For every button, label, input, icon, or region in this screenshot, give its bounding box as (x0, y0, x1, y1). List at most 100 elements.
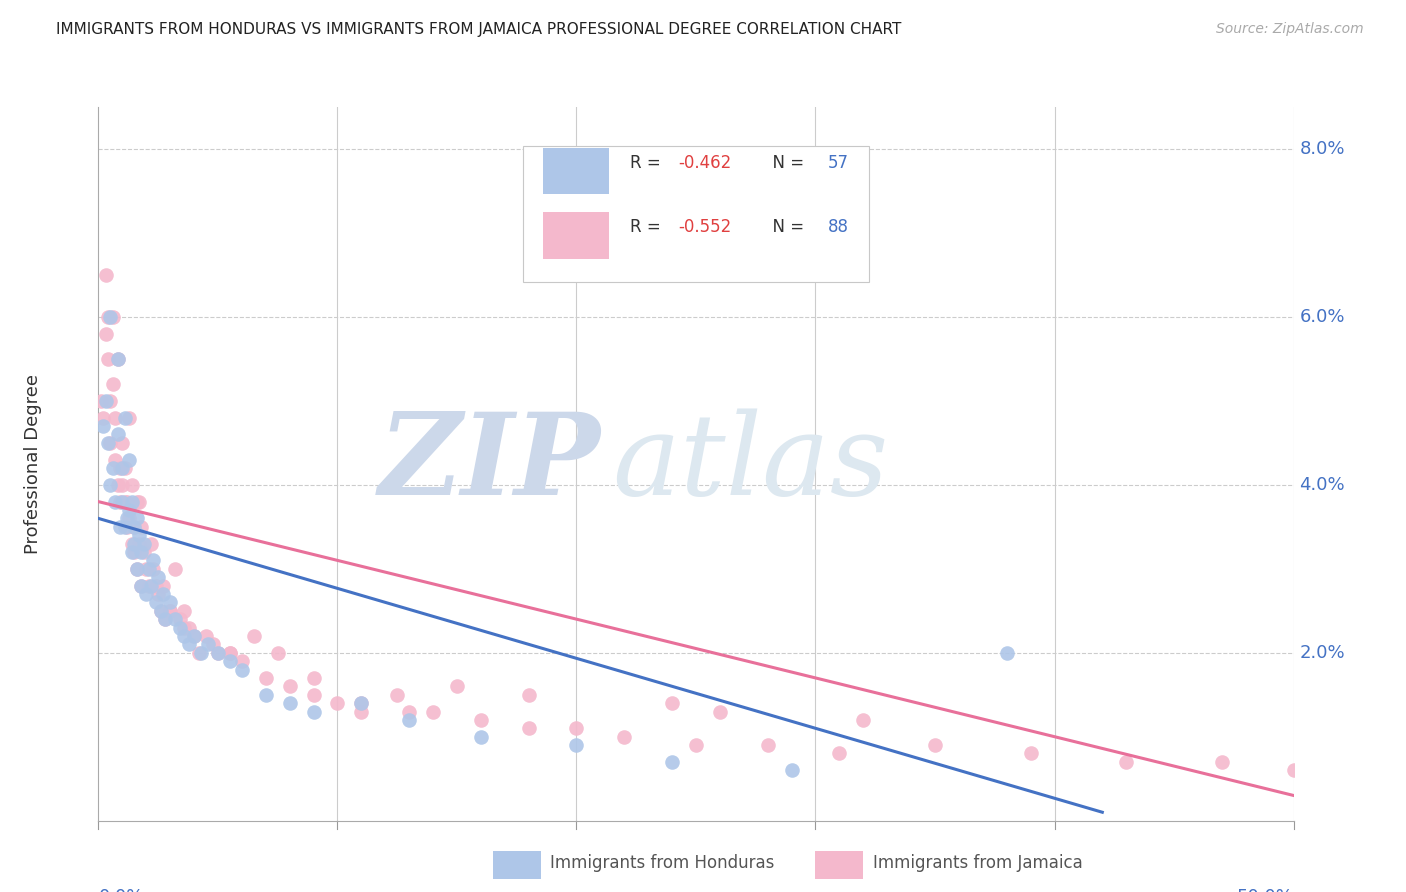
Point (326, 696, 349, 710)
Point (104, 494, 127, 508)
Point (685, 738, 707, 752)
Text: Professional Degree: Professional Degree (24, 374, 42, 554)
Point (194, 629, 217, 643)
Point (149, 604, 172, 618)
Point (101, 461, 124, 475)
Point (254, 688, 277, 702)
Text: R =: R = (630, 218, 666, 235)
Text: -0.462: -0.462 (678, 153, 731, 171)
Point (128, 536, 150, 550)
Point (756, 738, 779, 752)
Point (124, 536, 146, 550)
Point (1282, 764, 1305, 778)
Point (852, 713, 875, 727)
Point (179, 621, 201, 635)
Point (104, 452, 127, 467)
Point (111, 494, 134, 508)
Point (155, 612, 177, 626)
Point (101, 377, 124, 392)
Point (138, 578, 160, 592)
Point (97, 351, 120, 366)
Point (124, 545, 146, 559)
Point (98, 310, 122, 324)
Point (139, 536, 162, 550)
Point (121, 478, 143, 492)
Point (350, 696, 373, 710)
Point (780, 764, 803, 778)
Point (243, 629, 266, 643)
Point (1211, 755, 1233, 769)
Point (131, 545, 153, 559)
Point (159, 604, 181, 618)
Point (470, 713, 492, 727)
Point (145, 595, 167, 609)
Text: 4.0%: 4.0% (1299, 475, 1346, 494)
Point (98, 478, 122, 492)
Point (91, 419, 114, 434)
Point (565, 738, 588, 752)
Point (90, 393, 112, 408)
Point (98, 435, 122, 450)
FancyBboxPatch shape (543, 148, 609, 194)
Point (422, 705, 444, 719)
Point (135, 587, 157, 601)
Point (202, 637, 225, 651)
Point (446, 679, 468, 693)
Text: 6.0%: 6.0% (1299, 308, 1346, 326)
Point (118, 410, 141, 425)
Point (97, 435, 120, 450)
Point (135, 562, 157, 576)
Point (163, 562, 186, 576)
Text: Source: ZipAtlas.com: Source: ZipAtlas.com (1216, 22, 1364, 37)
Point (145, 578, 167, 592)
Point (107, 351, 129, 366)
Point (107, 427, 129, 442)
Point (108, 461, 131, 475)
Point (111, 478, 134, 492)
Point (94, 393, 117, 408)
Point (254, 671, 277, 685)
Point (302, 688, 325, 702)
Point (187, 646, 209, 660)
Point (169, 621, 191, 635)
Point (121, 545, 143, 559)
Point (470, 730, 492, 744)
Point (115, 520, 138, 534)
Point (155, 612, 177, 626)
Point (1019, 747, 1042, 761)
Point (121, 494, 143, 508)
FancyBboxPatch shape (494, 851, 540, 880)
Point (398, 705, 420, 719)
Text: N =: N = (762, 153, 808, 171)
Point (91, 410, 114, 425)
Point (169, 612, 191, 626)
Point (995, 646, 1018, 660)
Text: atlas: atlas (612, 409, 889, 519)
Point (267, 646, 290, 660)
Point (517, 688, 540, 702)
Point (142, 562, 165, 576)
Text: 50.0%: 50.0% (1237, 888, 1294, 892)
Point (231, 663, 253, 677)
Point (197, 637, 219, 651)
Text: Immigrants from Honduras: Immigrants from Honduras (550, 855, 775, 872)
Text: ZIP: ZIP (378, 409, 600, 519)
Point (138, 562, 160, 576)
Text: R =: R = (630, 153, 666, 171)
Point (121, 536, 143, 550)
Point (128, 528, 150, 542)
Text: Immigrants from Jamaica: Immigrants from Jamaica (873, 855, 1083, 872)
Text: IMMIGRANTS FROM HONDURAS VS IMMIGRANTS FROM JAMAICA PROFESSIONAL DEGREE CORRELAT: IMMIGRANTS FROM HONDURAS VS IMMIGRANTS F… (56, 22, 901, 37)
Point (924, 738, 946, 752)
Point (163, 612, 186, 626)
Point (173, 621, 195, 635)
Point (114, 461, 136, 475)
Point (159, 595, 181, 609)
Point (125, 562, 148, 576)
Point (385, 688, 409, 702)
Point (101, 310, 124, 324)
Point (350, 705, 373, 719)
Point (207, 646, 229, 660)
Point (278, 696, 301, 710)
Point (148, 570, 170, 584)
